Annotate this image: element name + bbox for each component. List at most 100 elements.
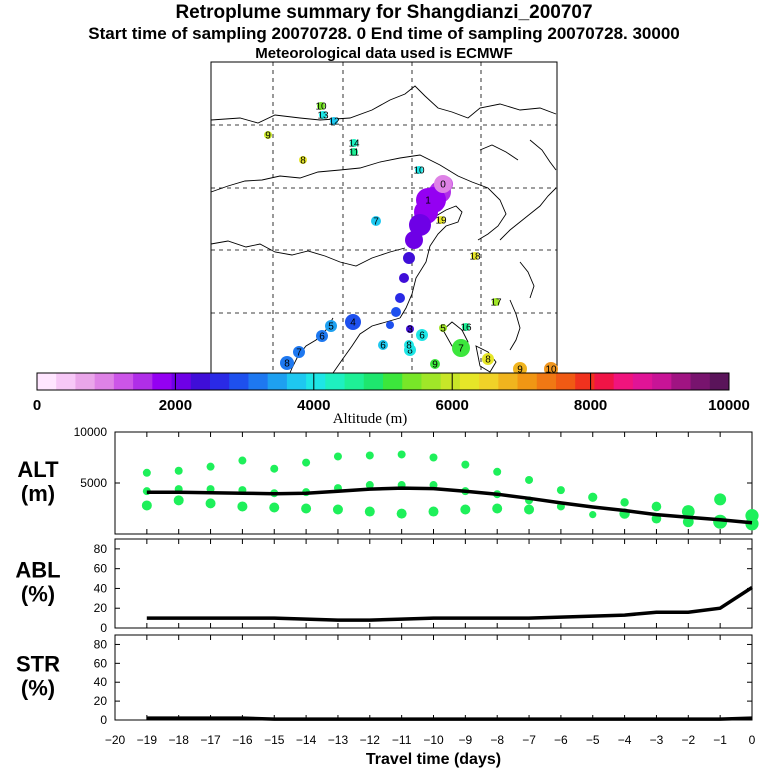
- alt-scatter-point: [142, 468, 151, 477]
- map-marker-label: 1: [425, 196, 431, 207]
- trajectory-cluster: [399, 273, 409, 283]
- map-marker-dot: [280, 356, 294, 370]
- map-marker-label: 0: [440, 180, 446, 191]
- alt-scatter-point: [745, 517, 759, 531]
- coastlines: [210, 85, 557, 374]
- colorbar-cell: [421, 373, 442, 390]
- map-marker: 6: [416, 329, 428, 342]
- alt-scatter-point: [301, 503, 312, 514]
- map-marker: 13: [317, 111, 329, 122]
- y-tick-label: 5000: [80, 476, 107, 490]
- map-marker: 5: [325, 320, 337, 333]
- map-marker-label: 10: [413, 166, 425, 177]
- alt-scatter-point: [397, 450, 406, 459]
- x-tick-label: −8: [490, 733, 504, 747]
- map-marker-label: 3: [407, 325, 413, 336]
- panel-ylabel: ABL: [15, 558, 60, 583]
- trajectory-cluster: [405, 231, 423, 249]
- colorbar-cell: [94, 373, 115, 390]
- x-tick-label: −4: [618, 733, 632, 747]
- trajectory-cluster: [386, 321, 394, 329]
- x-tick-label: −14: [296, 733, 317, 747]
- alt-scatter-point: [238, 456, 247, 465]
- y-tick-label: 60: [94, 656, 108, 670]
- map-marker-label: 9: [432, 360, 438, 371]
- alt-scatter-point: [206, 462, 215, 471]
- x-tick-label: −16: [232, 733, 253, 747]
- map-marker-label: 7: [373, 217, 379, 228]
- map-marker-dot: [330, 117, 338, 125]
- map-marker-label: 8: [300, 156, 306, 167]
- x-tick-label: −15: [264, 733, 285, 747]
- sampling-time-subtitle: Start time of sampling 20070728. 0 End t…: [88, 24, 680, 43]
- colorbar-title: Altitude (m): [333, 411, 408, 427]
- str-line: [146, 716, 753, 721]
- map-marker: 11: [349, 148, 360, 159]
- colorbar-cell: [690, 373, 711, 390]
- map-marker: 8: [299, 156, 307, 167]
- map-marker-label: 18: [469, 252, 481, 263]
- map-marker-label: 5: [328, 322, 334, 333]
- colorbar-cell: [325, 373, 346, 390]
- colorbar-cell: [671, 373, 692, 390]
- map-marker-dot: [316, 330, 328, 342]
- panel-frame: [114, 538, 753, 629]
- y-tick-label: 40: [94, 581, 108, 595]
- abl-line: [146, 586, 753, 622]
- y-tick-label: 40: [94, 675, 108, 689]
- map-marker: 0: [434, 175, 452, 193]
- trajectory-cluster: [403, 252, 415, 264]
- map-marker-label: 8: [284, 359, 290, 370]
- colorbar-cell: [402, 373, 422, 390]
- map-marker-label: 16: [460, 323, 472, 334]
- map-marker-label: 10: [545, 365, 557, 376]
- y-tick-label: 80: [94, 542, 108, 556]
- map-marker: 3: [406, 325, 414, 336]
- colorbar-cell: [632, 373, 653, 390]
- map-marker-dot: [482, 353, 494, 365]
- alt-scatter-point: [460, 504, 471, 515]
- panel-abl: 0 20 40 60 80 ABL(%): [15, 538, 753, 635]
- colorbar-cell: [133, 373, 153, 390]
- colorbar-cell: [383, 373, 403, 390]
- map-marker-label: 6: [419, 331, 425, 342]
- map-marker: 7: [293, 346, 305, 359]
- map-marker-dot: [430, 359, 440, 369]
- map-frame: [210, 61, 558, 374]
- x-tick-label: −5: [586, 733, 600, 747]
- map-marker-dot: [415, 166, 423, 174]
- x-tick-label: −17: [200, 733, 221, 747]
- map-graticule: [211, 62, 557, 373]
- map-marker-label: 17: [490, 298, 502, 309]
- map-marker-dot: [452, 339, 470, 357]
- panel-ylabel: STR: [16, 652, 60, 677]
- map-marker: 5: [439, 324, 447, 335]
- alt-scatter-point: [365, 451, 374, 460]
- alt-scatter-point: [269, 502, 280, 513]
- map-marker-label: 10: [315, 102, 327, 113]
- map-marker: 18: [469, 252, 481, 263]
- map-marker: 7: [371, 216, 381, 228]
- x-tick-label: −1: [713, 733, 727, 747]
- colorbar-cell: [210, 373, 230, 390]
- alt-scatter-point: [302, 458, 311, 467]
- map-marker-label: 8: [485, 355, 491, 366]
- alt-scatter-point: [364, 506, 375, 517]
- map-marker-label: 19: [435, 216, 447, 227]
- panel-alt: 5000 10000 ALT(m): [17, 425, 759, 535]
- x-axis-label: Travel time (days): [366, 751, 501, 768]
- x-tick-label: −7: [522, 733, 536, 747]
- map-marker-dot: [416, 329, 428, 341]
- map-marker-dot: [325, 320, 337, 332]
- map-marker-dot: [371, 216, 381, 226]
- alt-scatter-point: [270, 464, 279, 473]
- colorbar-cell: [248, 373, 269, 390]
- panel-ylabel: (m): [21, 481, 55, 506]
- colorbar-cell: [517, 373, 538, 390]
- alt-scatter-point: [237, 501, 248, 512]
- map-marker: 9: [430, 359, 440, 371]
- alt-scatter-point: [205, 498, 216, 509]
- x-tick-label: −13: [328, 733, 349, 747]
